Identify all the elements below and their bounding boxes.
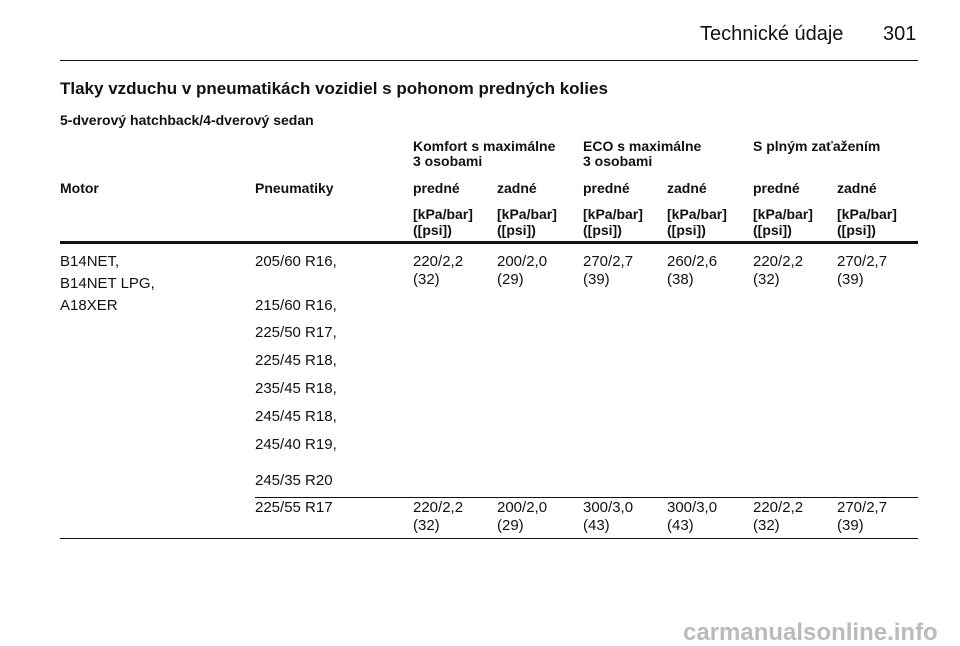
motor: B14NET, [60,253,120,270]
pressure: 220/2,2 [753,499,804,516]
column-header: predné [753,180,800,196]
pressure: (32) [413,271,440,288]
unit: ([psi]) [667,222,706,238]
unit: ([psi]) [753,222,792,238]
pressure: (32) [413,517,440,534]
pressure: 300/3,0 [583,499,634,516]
column-header: zadné [667,180,707,196]
watermark: carmanualsonline.info [683,619,938,646]
pressure: 260/2,6 [667,253,718,270]
pressure: (43) [667,517,694,534]
table-head-rule [60,241,918,244]
motor: A18XER [60,297,118,314]
tyre: 245/35 R20 [255,472,333,489]
group-header: Komfort s maximálne [413,138,556,154]
pressure: (29) [497,517,524,534]
title: Tlaky vzduchu v pneumatikách vozidiel s … [60,79,608,98]
pressure: (43) [583,517,610,534]
tyre: 225/55 R17 [255,499,333,516]
unit: [kPa/bar] [837,206,897,222]
subtitle: 5-dverový hatchback/4-dverový sedan [60,112,314,128]
unit: ([psi]) [583,222,622,238]
tyre: 215/60 R16, [255,297,337,314]
group-header: S plným zaťažením [753,138,881,154]
column-header: predné [583,180,630,196]
pressure: 220/2,2 [753,253,804,270]
tyre: 205/60 R16, [255,253,337,270]
pressure: (38) [667,271,694,288]
tyre: 245/45 R18, [255,408,337,425]
page-number: 301 [883,23,917,45]
pressure: 270/2,7 [837,499,888,516]
group-header: ECO s maximálne [583,138,702,154]
unit: [kPa/bar] [497,206,557,222]
unit: ([psi]) [413,222,452,238]
pressure: (39) [837,271,864,288]
pressure: 220/2,2 [413,253,464,270]
header-rule [60,60,918,61]
pressure: 220/2,2 [413,499,464,516]
unit: ([psi]) [497,222,536,238]
group-header: 3 osobami [413,153,483,169]
pressure: 270/2,7 [837,253,888,270]
tyre: 225/50 R17, [255,324,337,341]
motor: B14NET LPG, [60,275,155,292]
column-header: predné [413,180,460,196]
pressure: 200/2,0 [497,253,548,270]
pressure: 300/3,0 [667,499,718,516]
unit: [kPa/bar] [667,206,727,222]
group-header: 3 osobami [583,153,653,169]
column-header: zadné [837,180,877,196]
table-end-rule [60,538,918,539]
pressure: (32) [753,517,780,534]
pressure: (32) [753,271,780,288]
row-rule [255,497,918,498]
column-header: Pneumatiky [255,180,334,196]
unit: ([psi]) [837,222,876,238]
tyre: 225/45 R18, [255,352,337,369]
unit: [kPa/bar] [753,206,813,222]
unit: [kPa/bar] [413,206,473,222]
pressure: (39) [837,517,864,534]
pressure: (29) [497,271,524,288]
column-header: zadné [497,180,537,196]
pressure: 270/2,7 [583,253,634,270]
unit: [kPa/bar] [583,206,643,222]
section-title: Technické údaje [700,23,844,45]
tyre: 235/45 R18, [255,380,337,397]
column-header: Motor [60,180,99,196]
pressure: (39) [583,271,610,288]
tyre: 245/40 R19, [255,436,337,453]
pressure: 200/2,0 [497,499,548,516]
